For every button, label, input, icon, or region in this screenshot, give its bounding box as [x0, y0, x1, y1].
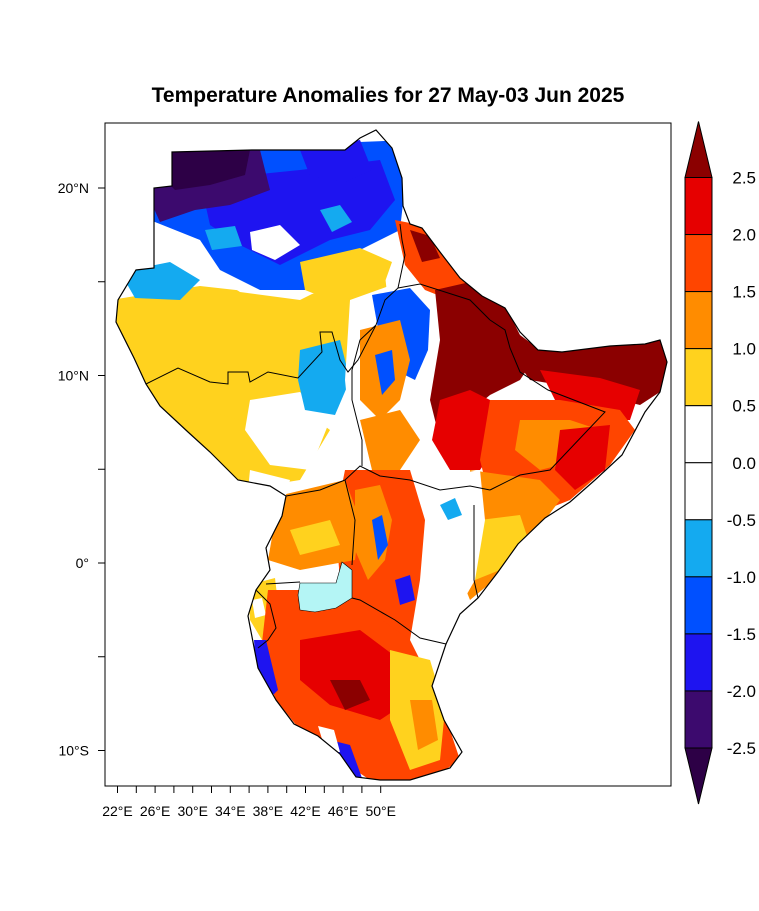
colorbar-segment [684, 519, 713, 578]
colorbar-segment [684, 291, 713, 350]
country-borders [145, 223, 606, 649]
lat-tick-label: 10°S [58, 743, 89, 759]
colorbar-bottom-triangle [684, 747, 713, 805]
lat-tick-label: 0° [76, 555, 89, 571]
colorbar-segment [684, 462, 713, 521]
colorbar-label: 1.0 [732, 340, 756, 359]
colorbar-segment [684, 348, 713, 407]
colorbar-segment [684, 576, 713, 635]
colorbar-label: 1.5 [732, 283, 756, 302]
lon-tick-label: 26°E [140, 803, 171, 819]
lat-tick-label: 20°N [58, 180, 89, 196]
colorbar-label: -2.5 [727, 739, 756, 758]
colorbar-label: 0.5 [732, 397, 756, 416]
colorbar-segment [684, 690, 713, 749]
map-frame [104, 122, 672, 787]
colorbar-top-triangle [684, 121, 713, 178]
colorbar-label: -1.5 [727, 625, 756, 644]
map-title: Temperature Anomalies for 27 May-03 Jun … [151, 84, 625, 107]
lake-victoria [297, 561, 353, 613]
lon-tick-label: 34°E [215, 803, 246, 819]
colorbar-segment [684, 405, 713, 464]
colorbar-label: -0.5 [727, 511, 756, 530]
colorbar-segment [684, 633, 713, 692]
colorbar-segment [684, 234, 713, 293]
lat-tick-label: 10°N [58, 368, 89, 384]
colorbar-label: 2.5 [732, 169, 756, 188]
colorbar-label: 0.0 [732, 454, 756, 473]
colorbar-label: -2.0 [727, 682, 756, 701]
lon-tick-label: 38°E [253, 803, 284, 819]
lon-tick-label: 22°E [102, 803, 133, 819]
colorbar-label: 2.0 [732, 226, 756, 245]
lon-tick-label: 50°E [365, 803, 396, 819]
region-outline [115, 129, 668, 781]
lon-tick-label: 46°E [328, 803, 359, 819]
lon-tick-label: 30°E [177, 803, 208, 819]
map-axes: 22°E 26°E 30°E 34°E 38°E 42°E 46°E 50°E 20°N 10°N… [58, 180, 396, 819]
lon-tick-label: 42°E [290, 803, 321, 819]
colorbar-segment [684, 177, 713, 236]
colorbar-label: -1.0 [727, 568, 756, 587]
colorbar: 2.5 2.0 1.5 1.0 0.5 0.0 -0.5 -1.0 -1.5 -2.0 -2.5 [684, 121, 756, 805]
